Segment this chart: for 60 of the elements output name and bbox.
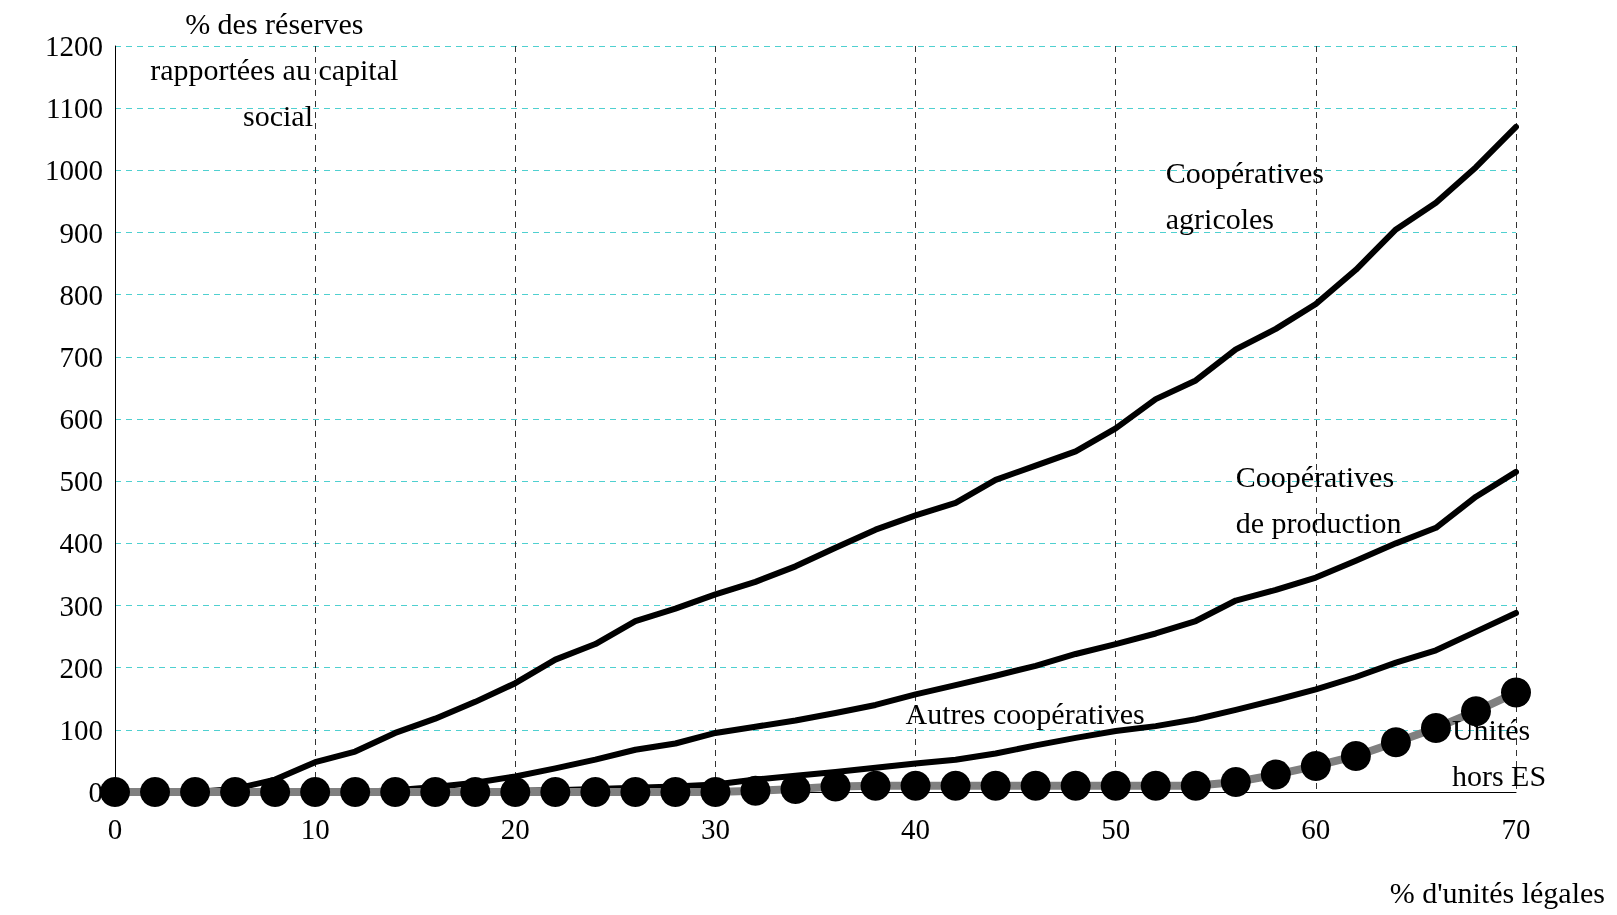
- point: [940, 770, 971, 801]
- point: [1180, 770, 1211, 801]
- point: [300, 777, 331, 807]
- point: [1140, 770, 1171, 801]
- point: [540, 777, 571, 807]
- y-tick-label: 800: [59, 278, 103, 311]
- y-tick-label: 1100: [46, 92, 103, 125]
- point: [740, 775, 771, 806]
- point: [1100, 770, 1131, 801]
- point: [1060, 770, 1091, 801]
- point: [380, 777, 411, 807]
- point: [820, 771, 851, 802]
- point: [100, 777, 130, 807]
- x-tick-label: 70: [1501, 812, 1531, 845]
- point: [1420, 712, 1451, 743]
- point: [1501, 677, 1531, 708]
- y-tick-label: 500: [59, 465, 103, 498]
- x-tick-label: 30: [700, 812, 730, 845]
- y-tick-label: 1200: [45, 30, 103, 62]
- point: [1220, 767, 1251, 798]
- y-tick-label: 1000: [45, 154, 103, 187]
- point: [500, 777, 531, 807]
- y-tick-label: 900: [59, 216, 103, 249]
- point: [1340, 740, 1371, 771]
- point: [700, 777, 731, 807]
- x-tick-label: 10: [300, 812, 330, 845]
- point: [660, 777, 691, 807]
- x-tick-label: 0: [107, 812, 123, 845]
- point: [460, 777, 491, 807]
- point: [420, 777, 451, 807]
- series-label: Coopératives de production: [1235, 460, 1402, 540]
- y-tick-label: 400: [59, 527, 103, 560]
- point: [1260, 759, 1291, 790]
- y-tick-label: 300: [59, 589, 103, 622]
- series-label: Autres coopératives: [905, 696, 1145, 730]
- point: [1300, 750, 1331, 781]
- point: [1380, 727, 1411, 758]
- x-tick-label: 60: [1301, 812, 1331, 845]
- point: [1020, 770, 1051, 801]
- point: [180, 777, 211, 807]
- y-tick-label: 100: [59, 713, 103, 746]
- point: [340, 777, 371, 807]
- x-axis-title: % d'unités légales: [1389, 875, 1606, 909]
- x-tick-label: 20: [500, 812, 530, 845]
- x-tick-label: 40: [901, 812, 931, 845]
- point: [140, 777, 171, 807]
- y-tick-label: 700: [59, 340, 103, 373]
- point: [220, 777, 251, 807]
- point: [980, 770, 1011, 801]
- point: [900, 770, 931, 801]
- point: [260, 777, 291, 807]
- point: [620, 777, 651, 807]
- y-axis-title: % des réserves rapportées au capital social: [150, 6, 406, 132]
- point: [580, 777, 611, 807]
- series-label: Coopératives agricoles: [1165, 155, 1332, 235]
- series-label: Unités hors ES: [1451, 712, 1547, 792]
- y-tick-label: 200: [59, 651, 103, 684]
- point: [860, 770, 891, 801]
- y-tick-label: 600: [59, 403, 103, 435]
- x-tick-label: 50: [1101, 812, 1131, 845]
